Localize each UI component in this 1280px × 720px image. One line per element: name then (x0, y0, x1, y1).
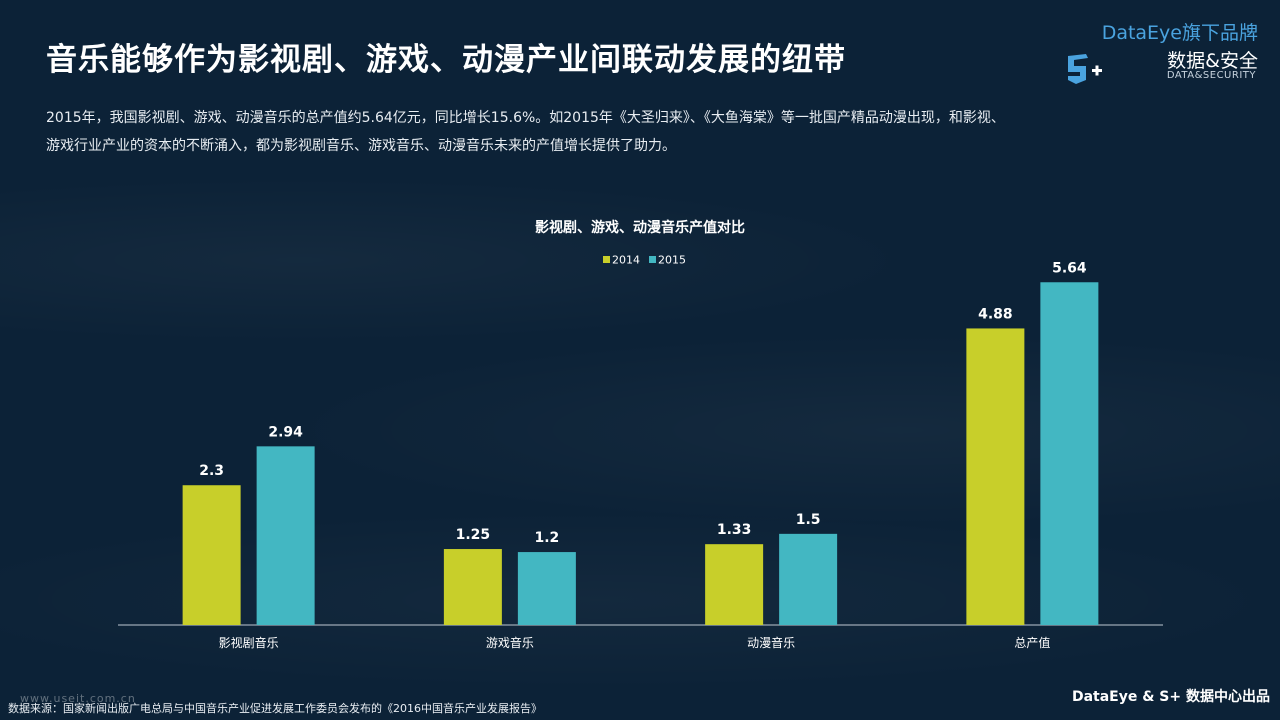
value-label-2015-1: 1.2 (534, 530, 559, 546)
legend-label-2014: 2014 (612, 254, 640, 267)
watermark: www.useit.com.cn (20, 692, 136, 705)
intro-text: 2015年，我国影视剧、游戏、动漫音乐的总产值约5.64亿元，同比增长15.6%… (46, 104, 1196, 160)
shield-logo-icon (1068, 54, 1102, 84)
category-label-3: 总产值 (1014, 635, 1050, 650)
bar-2014-1 (443, 549, 502, 625)
brand-subtitle: DATA&SECURITY (1166, 70, 1256, 81)
chart-title: 影视剧、游戏、动漫音乐产值对比 (535, 219, 745, 236)
value-label-2014-2: 1.33 (717, 522, 752, 538)
legend-label-2015: 2015 (658, 254, 686, 267)
value-labels-group: 2.3 2.94 1.25 1.2 1.33 1.5 4.88 5.64 (199, 260, 1087, 546)
brand-block: DataEye旗下品牌 数据&安全 DATA&SECURITY (1058, 18, 1258, 88)
chart-legend: 2014 2015 (603, 254, 686, 267)
bar-2014-3 (966, 328, 1025, 625)
page-title: 音乐能够作为影视剧、游戏、动漫产业间联动发展的纽带 (46, 42, 846, 78)
category-label-1: 游戏音乐 (486, 635, 534, 650)
intro-line-2: 游戏行业产业的资本的不断涌入，都为影视剧音乐、游戏音乐、动漫音乐未来的产值增长提… (46, 138, 676, 154)
value-label-2015-0: 2.94 (268, 424, 303, 440)
data-source: 数据来源：国家新闻出版广电总局与中国音乐产业促进发展工作委员会发布的《2016中… (8, 702, 542, 715)
category-labels-group: 影视剧音乐 游戏音乐 动漫音乐 总产值 (219, 635, 1051, 650)
footer-credit: DataEye & S+ 数据中心出品 (1071, 689, 1270, 705)
value-label-2015-2: 1.5 (796, 512, 821, 528)
legend-swatch-2015 (649, 256, 656, 263)
value-label-2014-0: 2.3 (199, 463, 224, 479)
bars-group (182, 282, 1099, 625)
intro-line-1: 2015年，我国影视剧、游戏、动漫音乐的总产值约5.64亿元，同比增长15.6%… (46, 110, 1005, 126)
value-label-2014-3: 4.88 (978, 306, 1013, 322)
category-label-2: 动漫音乐 (747, 635, 795, 650)
bar-2015-2 (779, 533, 838, 625)
bar-2015-3 (1040, 282, 1099, 625)
bar-2014-2 (705, 544, 764, 625)
bar-2015-1 (517, 552, 576, 625)
brand-name: 数据&安全 (1167, 50, 1258, 72)
value-label-2014-1: 1.25 (456, 527, 491, 543)
bar-2014-0 (182, 485, 241, 625)
brand-tagline: DataEye旗下品牌 (1101, 22, 1258, 44)
category-label-0: 影视剧音乐 (219, 635, 279, 650)
value-label-2015-3: 5.64 (1052, 260, 1087, 276)
bar-2015-0 (256, 446, 315, 625)
legend-swatch-2014 (603, 256, 610, 263)
